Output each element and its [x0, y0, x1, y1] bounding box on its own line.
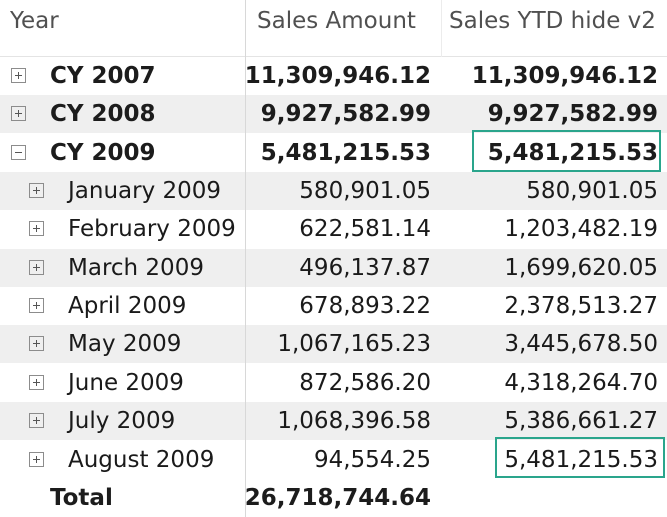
expand-icon[interactable] [29, 413, 44, 429]
sales-ytd-cell: 5,386,661.27 [504, 408, 658, 435]
expand-icon[interactable] [11, 106, 26, 122]
column-header-divider [441, 0, 442, 57]
header-sales-ytd[interactable]: Sales YTD hide v2 [449, 8, 656, 34]
sales-amount-cell: 580,901.05 [299, 178, 431, 205]
month-row: August 2009 94,554.25 5,481,215.53 [0, 436, 667, 479]
sales-ytd-cell: 1,699,620.05 [504, 254, 658, 281]
year-row: CY 2007 11,309,946.12 11,309,946.12 [0, 57, 667, 95]
total-sales-amount: 26,718,744.64 [244, 484, 431, 511]
sales-amount-cell: 678,893.22 [299, 293, 431, 320]
total-row: Total 26,718,744.64 [0, 479, 667, 517]
column-header-row: Year Sales Amount Sales YTD hide v2 [0, 0, 667, 57]
row-label: March 2009 [68, 254, 204, 281]
month-row: February 2009 622,581.14 1,203,482.19 [0, 210, 667, 248]
row-label: July 2009 [68, 408, 176, 435]
expand-icon[interactable] [29, 451, 44, 467]
sales-amount-cell: 11,309,946.12 [244, 63, 431, 89]
row-label: May 2009 [68, 331, 182, 358]
sales-ytd-cell: 580,901.05 [526, 178, 658, 205]
expand-icon[interactable] [29, 374, 44, 390]
expand-icon[interactable] [29, 259, 44, 275]
year-row: CY 2009 5,481,215.53 5,481,215.53 [0, 129, 667, 172]
row-label: February 2009 [68, 216, 236, 243]
sales-ytd-cell: 3,445,678.50 [504, 331, 658, 358]
sales-amount-cell: 622,581.14 [299, 216, 431, 243]
row-label: April 2009 [68, 293, 187, 320]
expand-icon[interactable] [11, 68, 26, 83]
expand-icon[interactable] [29, 336, 44, 352]
sales-amount-cell: 1,067,165.23 [277, 331, 431, 358]
sales-ytd-cell: 11,309,946.12 [471, 63, 658, 89]
sales-amount-cell: 872,586.20 [299, 369, 431, 396]
expand-icon[interactable] [29, 298, 44, 314]
header-sales-amount[interactable]: Sales Amount [257, 8, 416, 34]
sales-amount-cell: 496,137.87 [299, 254, 431, 281]
month-row: June 2009 872,586.20 4,318,264.70 [0, 364, 667, 402]
sales-ytd-cell: 1,203,482.19 [504, 216, 658, 243]
sales-ytd-cell: 9,927,582.99 [487, 101, 658, 128]
month-row: April 2009 678,893.22 2,378,513.27 [0, 287, 667, 325]
header-year[interactable]: Year [10, 8, 59, 34]
collapse-icon[interactable] [11, 144, 26, 160]
month-row: July 2009 1,068,396.58 5,386,661.27 [0, 402, 667, 441]
year-row: CY 2008 9,927,582.99 9,927,582.99 [0, 95, 667, 134]
row-label: CY 2007 [50, 63, 156, 89]
sales-amount-cell: 1,068,396.58 [277, 408, 431, 435]
month-row: January 2009 580,901.05 580,901.05 [0, 172, 667, 211]
month-row: May 2009 1,067,165.23 3,445,678.50 [0, 325, 667, 364]
expand-icon[interactable] [29, 221, 44, 237]
sales-ytd-cell: 5,481,215.53 [487, 139, 658, 166]
sales-ytd-cell: 4,318,264.70 [504, 369, 658, 396]
sales-amount-cell: 5,481,215.53 [260, 139, 431, 166]
sales-ytd-cell: 2,378,513.27 [504, 293, 658, 320]
row-header-divider [245, 0, 246, 517]
row-label: August 2009 [68, 446, 215, 473]
sales-ytd-cell: 5,481,215.53 [504, 446, 658, 473]
sales-amount-cell: 94,554.25 [313, 446, 431, 473]
sales-amount-cell: 9,927,582.99 [260, 101, 431, 128]
total-label: Total [50, 484, 113, 511]
row-label: CY 2009 [50, 139, 156, 166]
row-label: CY 2008 [50, 101, 156, 128]
row-label: January 2009 [68, 178, 222, 205]
row-label: June 2009 [68, 369, 184, 396]
expand-icon[interactable] [29, 183, 44, 199]
month-row: March 2009 496,137.87 1,699,620.05 [0, 248, 667, 287]
